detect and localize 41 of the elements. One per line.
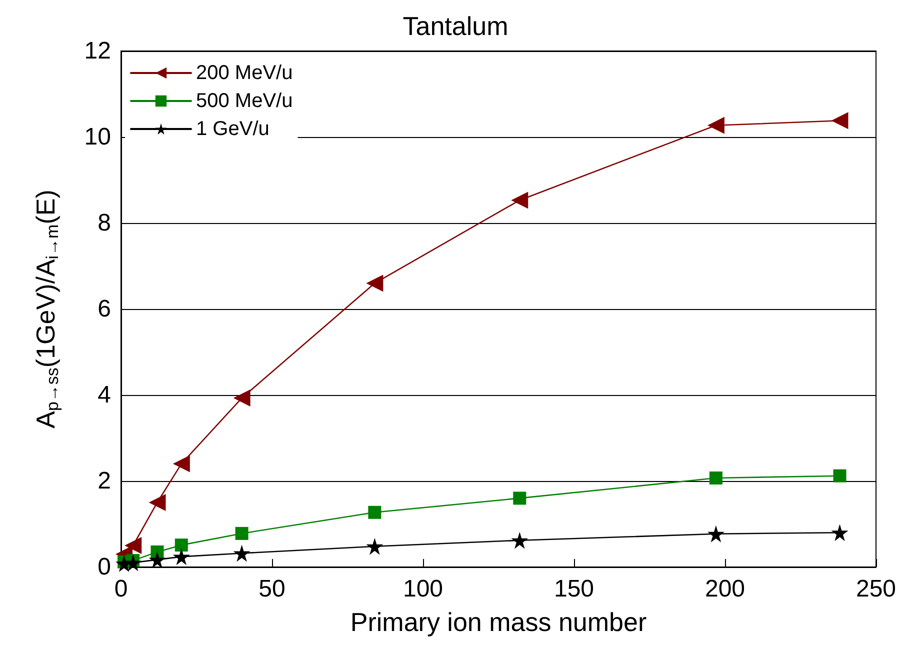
- x-tick-label: 50: [258, 576, 286, 602]
- point: [172, 455, 190, 472]
- point: [513, 492, 526, 505]
- point: [172, 548, 190, 566]
- x-tick-label: 250: [856, 576, 896, 602]
- point: [124, 554, 142, 572]
- y-axis-title: Ap→ss(1GeV)/Ai→m(E): [30, 190, 62, 428]
- x-tick-label: 0: [114, 576, 128, 602]
- point: [366, 538, 384, 555]
- x-tick-label: 100: [402, 576, 444, 602]
- point: [511, 192, 528, 209]
- point: [831, 112, 848, 130]
- point: [707, 525, 724, 542]
- y-tick-label: 0: [98, 554, 111, 580]
- point: [233, 544, 250, 562]
- x-tick-label: 200: [704, 576, 746, 602]
- y-tick-label: 12: [84, 38, 111, 64]
- point: [366, 274, 384, 292]
- x-axis-title: Primary ion mass number: [350, 607, 647, 637]
- point: [511, 532, 528, 549]
- x-tick-label: 150: [554, 576, 594, 602]
- y-tick-label: 10: [84, 124, 111, 150]
- y-tick-label: 4: [98, 382, 111, 408]
- point: [174, 538, 188, 552]
- legend-label: 200 MeV/u: [196, 62, 293, 84]
- point: [148, 551, 166, 568]
- point: [707, 116, 724, 134]
- chart-title: Tantalum: [402, 11, 508, 41]
- y-tick-label: 8: [98, 210, 111, 236]
- y-tick-label: 2: [98, 468, 111, 494]
- legend-label: 500 MeV/u: [196, 90, 293, 112]
- point: [233, 390, 250, 407]
- y-tick-label: 6: [98, 296, 111, 322]
- legend-label: 1 GeV/u: [196, 118, 270, 140]
- point: [709, 471, 722, 484]
- point: [148, 494, 166, 511]
- point: [368, 506, 382, 519]
- point: [831, 524, 848, 542]
- point: [833, 469, 846, 482]
- point: [124, 537, 142, 554]
- point: [235, 526, 248, 540]
